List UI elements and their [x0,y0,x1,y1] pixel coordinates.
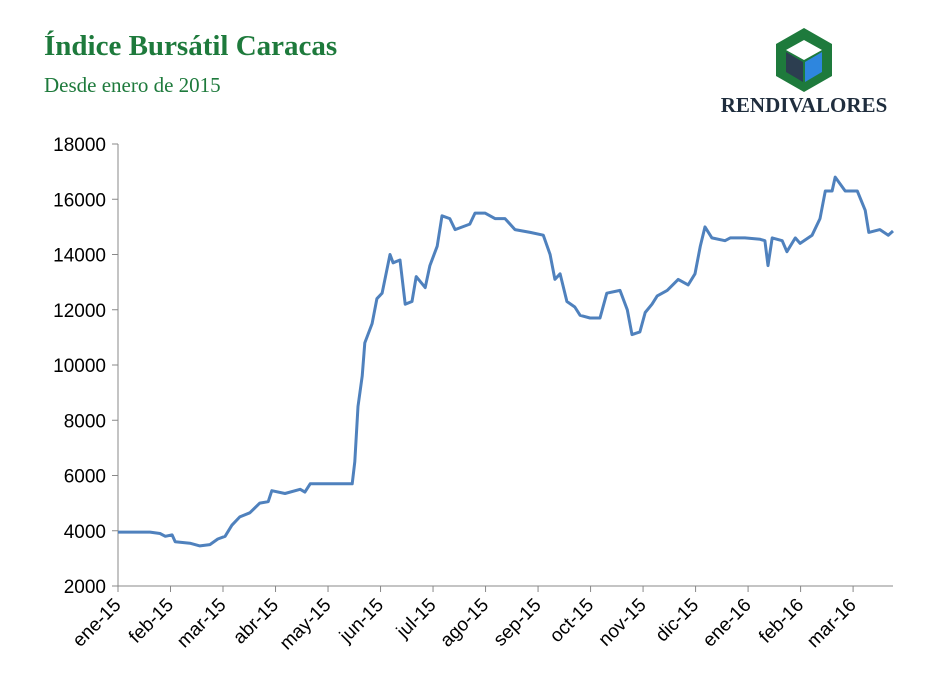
x-tick-label: mar-15 [173,595,230,652]
x-tick-label: oct-15 [546,595,598,647]
x-tick-label: ene-16 [699,595,756,652]
data-line [118,175,894,548]
y-tick-label: 14000 [53,246,106,267]
x-tick-label: dic-15 [652,595,703,646]
y-tick-label: 8000 [64,411,106,432]
x-tick-label: may-15 [276,595,336,655]
y-tick-label: 18000 [53,135,106,156]
x-tick-label: abr-15 [229,595,283,649]
y-tick-label: 12000 [53,301,106,322]
y-tick-label: 10000 [53,356,106,377]
chart-title: Índice Bursátil Caracas [44,29,337,62]
x-tick-label: mar-16 [803,595,860,652]
x-tick-label: ene-15 [69,595,126,652]
y-tick-label: 2000 [64,577,106,598]
y-tick-label: 16000 [53,190,106,211]
y-tick-label: 4000 [64,522,106,543]
x-tick-label: sep-15 [490,595,546,651]
x-tick-label: ago-15 [436,595,493,652]
chart-subtitle: Desde enero de 2015 [44,73,221,97]
y-tick-label: 6000 [64,467,106,488]
brand-name: RENDIVALORES [721,93,888,117]
x-tick-label: nov-15 [595,595,651,651]
x-tick-label: jul-15 [392,595,440,643]
x-tick-label: jun-15 [335,595,388,648]
logo-icon [776,28,832,92]
x-tick-label: feb-16 [755,595,808,648]
x-tick-label: feb-15 [125,595,178,648]
